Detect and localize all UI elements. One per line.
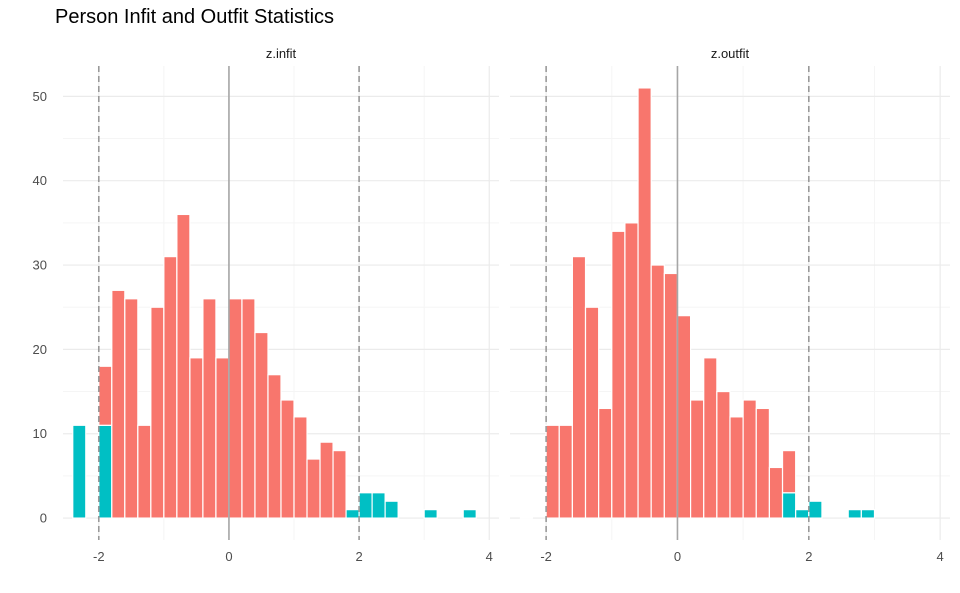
bar-fit [202,298,217,519]
bar-misfit [781,492,797,519]
bar-fit [306,458,321,519]
bar-fit [571,256,587,519]
bar-fit [598,407,613,519]
y-tick-label: 20 [33,342,47,357]
bar-fit [637,87,652,519]
bar-misfit [72,424,87,519]
bar-misfit [423,509,438,519]
facet-strip-label: z.outfit [711,46,750,61]
bar-fit [267,374,282,519]
bar-fit [332,449,347,519]
bar-fit [755,407,771,519]
bar-fit [293,416,308,519]
bar-fit [124,298,139,519]
panel-z-outfit: z.outfit -2 0 2 4 [510,46,950,564]
bar-misfit [384,500,399,519]
bar-fit [676,315,692,519]
bar-fit [689,399,705,519]
bar-misfit [795,509,810,519]
bar-fit [703,357,718,519]
bar-misfit [358,492,373,519]
bar-fit [189,357,204,519]
chart-title: Person Infit and Outfit Statistics [55,6,335,28]
panel-z-infit: z.infit -2 0 2 4 [63,46,499,564]
y-tick-label: 50 [33,89,47,104]
bar-fit [228,298,243,519]
bar-fit [742,399,757,519]
bar-fit [176,213,191,519]
bar-fit [768,466,784,519]
bar-fit [781,449,797,494]
bar-fit [241,298,256,519]
bar-fit [716,390,731,519]
x-tick-label: 2 [805,549,812,564]
bar-fit [558,424,573,519]
bar-misfit [345,509,360,519]
bar-fit [611,230,626,519]
bar-fit [150,306,165,519]
bar-misfit [860,509,876,519]
x-tick-label: 4 [486,549,493,564]
bar-misfit [371,492,386,519]
bar-fit [111,289,126,519]
bar-fit [280,399,295,519]
bar-misfit [808,500,823,519]
bar-fit [624,222,639,519]
x-tick-label: -2 [540,549,552,564]
bar-misfit [462,509,477,519]
bar-fit [163,256,178,519]
bar-fit [319,441,334,519]
facet-strip-label: z.infit [266,46,297,61]
bar-misfit [98,424,113,519]
x-tick-label: 2 [355,549,362,564]
bar-fit [137,424,152,519]
bar-fit [663,272,679,519]
bar-fit [98,365,113,426]
bar-fit [254,331,269,519]
y-tick-label: 10 [33,426,47,441]
bar-misfit [847,509,862,519]
x-tick-label: 4 [937,549,944,564]
x-tick-label: 0 [225,549,232,564]
x-tick-label: -2 [93,549,105,564]
bar-fit [729,416,744,519]
y-tick-label: 0 [40,511,47,526]
bar-fit [215,357,230,519]
bar-fit [650,264,665,519]
x-tick-label: 0 [674,549,681,564]
y-axis: 0 10 20 30 40 50 [33,89,47,526]
y-tick-label: 30 [33,258,47,273]
bar-fit [545,424,560,519]
y-tick-label: 40 [33,173,47,188]
bar-fit [584,306,600,519]
